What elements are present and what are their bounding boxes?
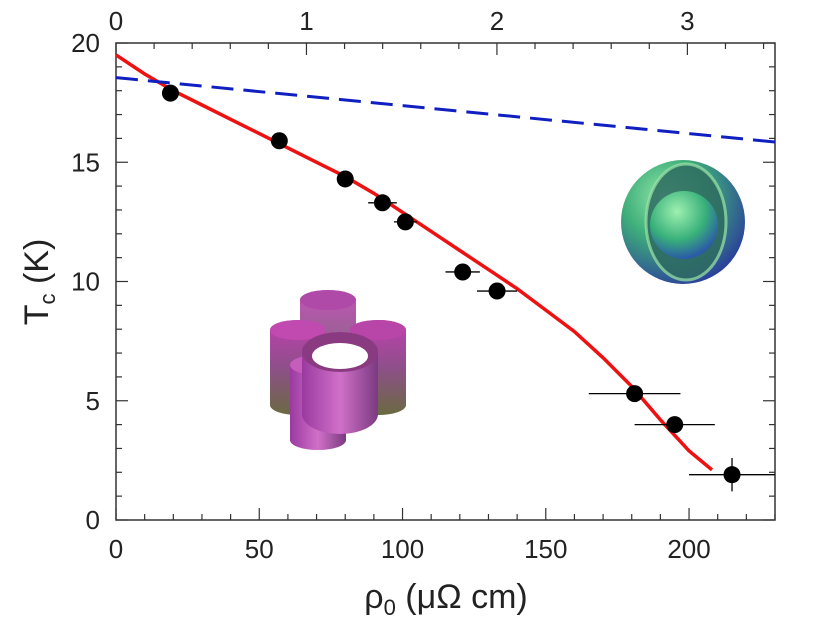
data-point bbox=[161, 84, 179, 102]
data-point bbox=[723, 466, 741, 484]
data-point bbox=[454, 263, 472, 281]
top-tick-label: 1 bbox=[299, 6, 313, 36]
x-tick-label: 0 bbox=[109, 534, 123, 564]
data-point bbox=[666, 416, 684, 434]
dashed-fit-line bbox=[115, 76, 776, 144]
data-point bbox=[336, 170, 354, 188]
cylinder-center bbox=[302, 332, 378, 434]
x-tick-label: 200 bbox=[667, 534, 710, 564]
sphere-cutout-rim bbox=[644, 162, 728, 282]
y-axis-title: Tc (K) bbox=[18, 239, 60, 326]
axis-ticks bbox=[115, 42, 776, 521]
data-point bbox=[488, 282, 506, 300]
x-axis-title: ρ0 (μΩ cm) bbox=[364, 578, 527, 620]
y-tick-label: 5 bbox=[86, 386, 100, 416]
y-tick-label: 0 bbox=[86, 505, 100, 535]
inner-sphere bbox=[650, 191, 718, 259]
y-tick-label: 15 bbox=[71, 147, 100, 177]
top-tick-label: 2 bbox=[490, 6, 504, 36]
x-tick-label: 150 bbox=[524, 534, 567, 564]
data-point bbox=[626, 385, 644, 403]
spherical-fermi-surface-inset bbox=[621, 160, 745, 284]
x-tick-label: 50 bbox=[245, 534, 274, 564]
series-layer bbox=[115, 53, 776, 492]
y-tick-label: 20 bbox=[71, 28, 100, 58]
data-point bbox=[373, 194, 391, 212]
cylindrical-fermi-surface-inset bbox=[270, 290, 406, 450]
solid-fit-line bbox=[115, 53, 714, 472]
top-tick-label: 3 bbox=[680, 6, 694, 36]
data-point bbox=[270, 132, 288, 150]
y-tick-label: 10 bbox=[71, 267, 100, 297]
top-tick-label: 0 bbox=[109, 6, 123, 36]
x-tick-label: 100 bbox=[381, 534, 424, 564]
data-point bbox=[396, 213, 414, 231]
